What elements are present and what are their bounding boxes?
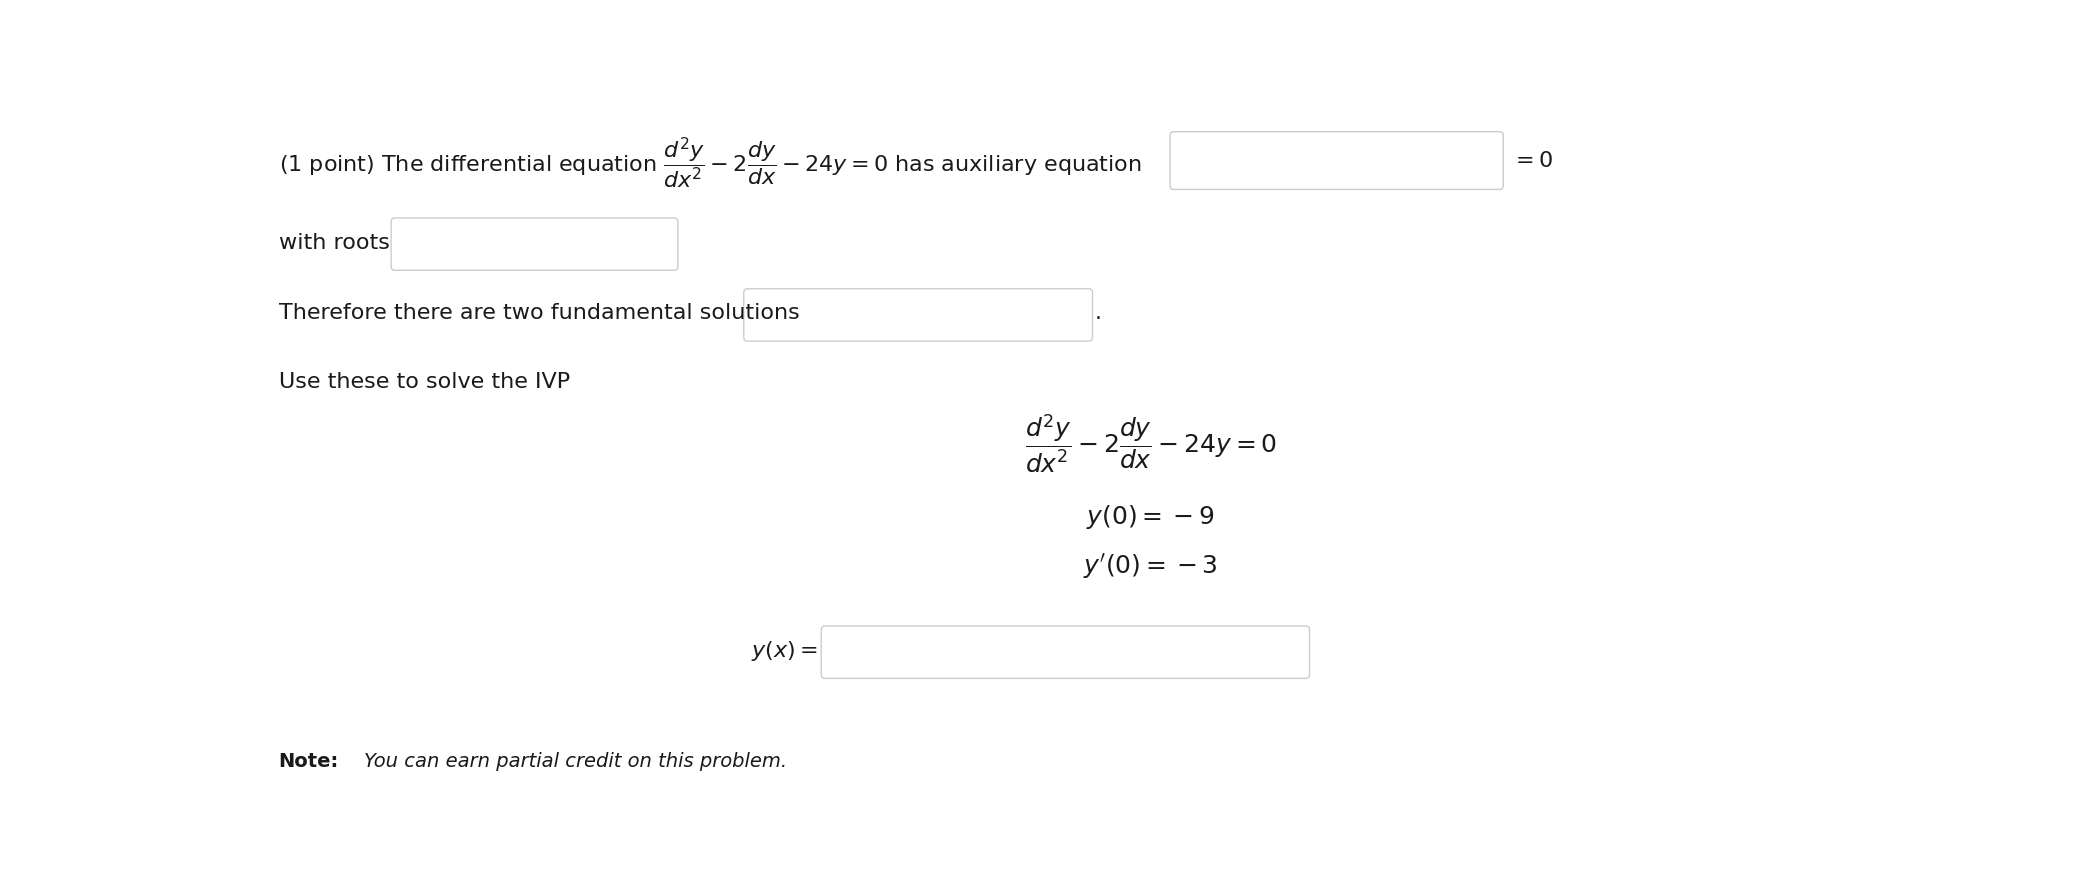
Text: Note:: Note: (278, 752, 338, 771)
Text: Therefore there are two fundamental solutions: Therefore there are two fundamental solu… (278, 302, 799, 323)
Text: $= 0$: $= 0$ (1511, 151, 1552, 171)
Text: with roots: with roots (278, 234, 390, 253)
FancyBboxPatch shape (1170, 132, 1502, 189)
Text: You can earn partial credit on this problem.: You can earn partial credit on this prob… (363, 752, 786, 771)
Text: $y'(0) = -3$: $y'(0) = -3$ (1083, 552, 1218, 582)
Text: .: . (1096, 302, 1102, 323)
Text: (1 point) The differential equation $\dfrac{d^2y}{dx^2} - 2\dfrac{dy}{dx} - 24y : (1 point) The differential equation $\df… (278, 136, 1141, 191)
Text: $y(x) =$: $y(x) =$ (751, 640, 818, 664)
FancyBboxPatch shape (822, 626, 1309, 679)
FancyBboxPatch shape (390, 218, 679, 270)
Text: $\dfrac{d^2y}{dx^2} - 2\dfrac{dy}{dx} - 24y = 0$: $\dfrac{d^2y}{dx^2} - 2\dfrac{dy}{dx} - … (1025, 412, 1276, 475)
Text: $y(0) = -9$: $y(0) = -9$ (1087, 503, 1214, 531)
Text: Use these to solve the IVP: Use these to solve the IVP (278, 372, 571, 392)
FancyBboxPatch shape (743, 289, 1094, 341)
